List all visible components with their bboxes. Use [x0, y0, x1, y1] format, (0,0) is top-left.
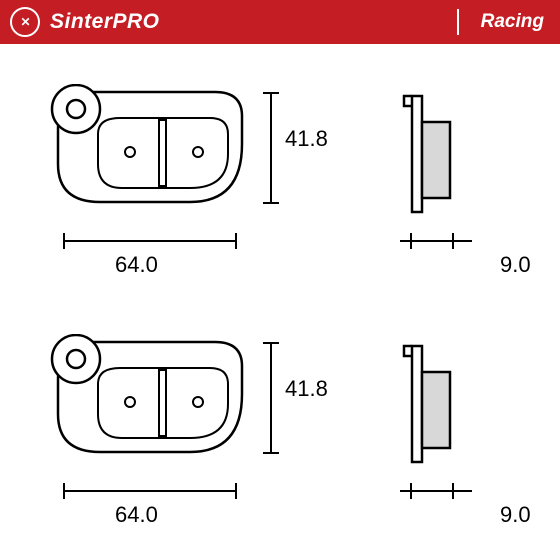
- dim-tick: [235, 483, 237, 499]
- dim-label-height-2: 41.8: [285, 376, 328, 402]
- header-bar: ✕ SinterPRO Racing: [0, 0, 560, 44]
- dim-line-height: [270, 92, 272, 204]
- dim-tick: [263, 202, 279, 204]
- dim-line-width: [63, 490, 237, 492]
- dim-tick: [63, 233, 65, 249]
- dim-label-thickness-1: 9.0: [500, 252, 531, 278]
- dim-tick: [235, 233, 237, 249]
- brake-pad-front-view: [50, 84, 250, 214]
- brake-pad-side-profile: [400, 94, 460, 214]
- dim-tick: [410, 233, 412, 249]
- product-category: Racing: [481, 11, 544, 33]
- dim-tick: [410, 483, 412, 499]
- dimension-diagram: 41.8 64.0 9.0: [0, 44, 560, 560]
- dim-label-width-1: 64.0: [115, 252, 158, 278]
- dim-tick: [263, 452, 279, 454]
- dim-label-thickness-2: 9.0: [500, 502, 531, 528]
- brake-pad-front-view: [50, 334, 250, 464]
- header-separator: [457, 9, 459, 35]
- dim-label-width-2: 64.0: [115, 502, 158, 528]
- brand-name: SinterPRO: [50, 10, 160, 34]
- dim-label-height-1: 41.8: [285, 126, 328, 152]
- dim-tick: [263, 342, 279, 344]
- logo-glyph: ✕: [20, 15, 29, 29]
- dim-tick: [263, 92, 279, 94]
- dim-tick: [63, 483, 65, 499]
- dim-line-width: [63, 240, 237, 242]
- dim-tick: [452, 233, 454, 249]
- dim-line-height: [270, 342, 272, 454]
- dim-tick: [452, 483, 454, 499]
- brand-logo-icon: ✕: [10, 7, 40, 37]
- brake-pad-side-profile: [400, 344, 460, 464]
